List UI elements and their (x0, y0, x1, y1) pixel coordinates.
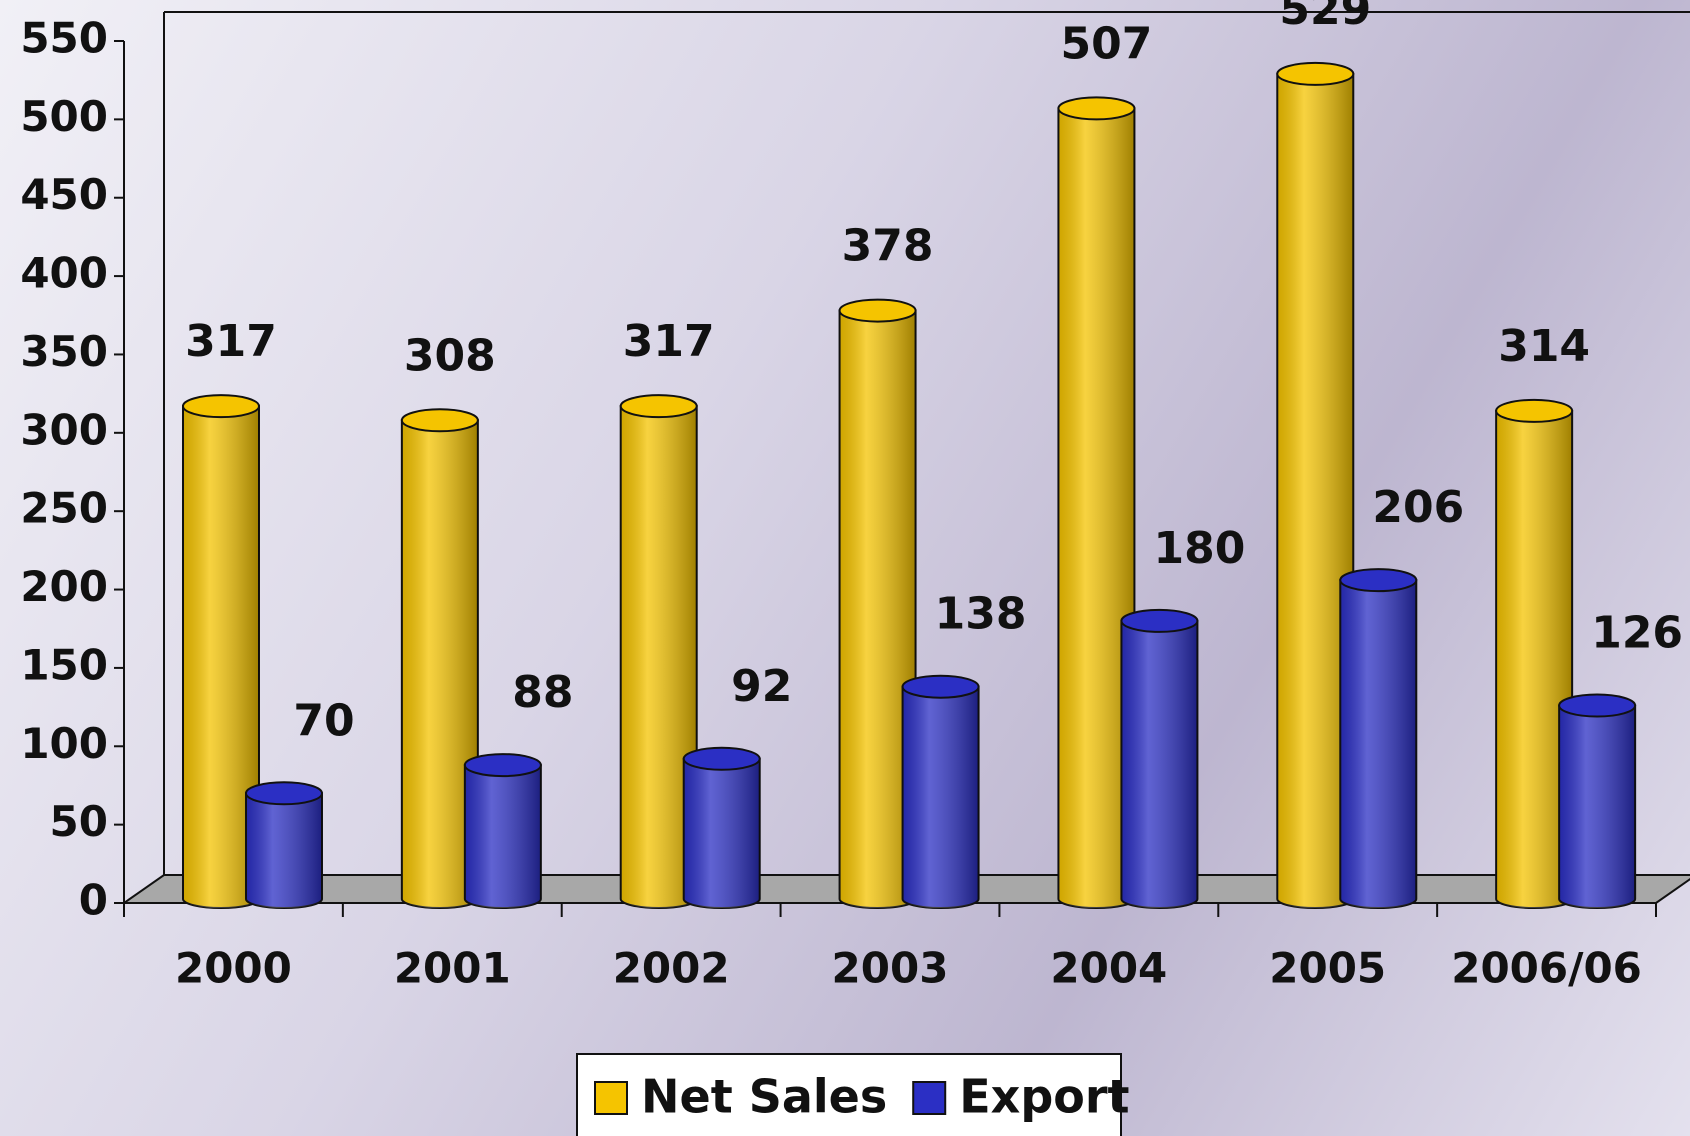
legend-swatch (912, 1081, 947, 1115)
legend-swatch (594, 1081, 628, 1115)
value-label: 308 (404, 330, 496, 381)
bar-shade (183, 406, 259, 908)
x-tick-label: 2000 (175, 944, 292, 993)
bar-shade (401, 420, 478, 909)
value-label: 378 (842, 221, 934, 272)
x-tick-label: 2004 (1050, 944, 1167, 993)
y-tick-label: 200 (20, 562, 108, 611)
bar-shade (1340, 580, 1417, 909)
y-tick-label: 250 (20, 484, 108, 533)
bar-shade (1559, 705, 1636, 909)
x-tick-label: 2003 (832, 944, 949, 993)
y-tick-label: 350 (20, 327, 108, 376)
value-label: 317 (185, 316, 277, 367)
value-label: 88 (512, 667, 573, 718)
bar-top (838, 298, 917, 323)
value-label: 314 (1498, 321, 1590, 372)
y-tick-label: 450 (20, 170, 108, 219)
bar-top (619, 394, 698, 419)
bar-top (1558, 693, 1637, 718)
bar-top (1120, 608, 1199, 633)
bar-shade (464, 765, 541, 908)
bar-shade (620, 406, 697, 909)
x-tick-label: 2006/06 (1451, 944, 1642, 993)
bar-top (1339, 568, 1418, 593)
bar-shade (1496, 410, 1573, 909)
bar-top (901, 674, 980, 699)
bar-shade (1277, 73, 1354, 909)
y-tick-label: 300 (20, 405, 108, 454)
y-tick-label: 100 (20, 719, 108, 768)
x-tick-label: 2001 (394, 944, 511, 993)
value-label: 507 (1060, 18, 1152, 69)
legend-box (576, 1053, 1122, 1136)
bar-top (1495, 398, 1574, 423)
bar-shade (902, 686, 979, 909)
y-tick-label: 0 (79, 876, 108, 925)
y-tick-label: 500 (20, 92, 108, 141)
value-label: 70 (293, 695, 354, 746)
bar-top (1276, 61, 1355, 86)
bar-shade (246, 793, 322, 908)
bar-top (182, 394, 260, 419)
value-label: 206 (1372, 482, 1464, 533)
bar-shade (1058, 108, 1135, 909)
value-label: 138 (935, 589, 1027, 640)
value-label: 180 (1153, 523, 1245, 574)
y-tick-label: 400 (20, 249, 108, 298)
value-label: 126 (1591, 608, 1683, 659)
bar-top (1057, 96, 1136, 121)
value-label: 317 (623, 316, 715, 367)
y-tick-label: 50 (50, 797, 108, 846)
x-tick-label: 2005 (1269, 944, 1386, 993)
legend: Net Sales Export (576, 1053, 1130, 1136)
bar-shade (839, 310, 916, 909)
legend-label: Net Sales (641, 1070, 887, 1124)
y-tick-label: 550 (20, 14, 108, 63)
bar-top (400, 408, 479, 433)
bar-top (245, 781, 323, 806)
bar-top (463, 753, 542, 778)
y-tick-label: 150 (20, 640, 108, 689)
bar-top (682, 746, 761, 771)
value-label: 529 (1279, 0, 1371, 35)
x-tick-label: 2002 (613, 944, 730, 993)
bar-shade (683, 758, 760, 909)
legend-label: Export (959, 1070, 1129, 1124)
bar-shade (1121, 620, 1198, 909)
value-label: 92 (731, 661, 792, 712)
